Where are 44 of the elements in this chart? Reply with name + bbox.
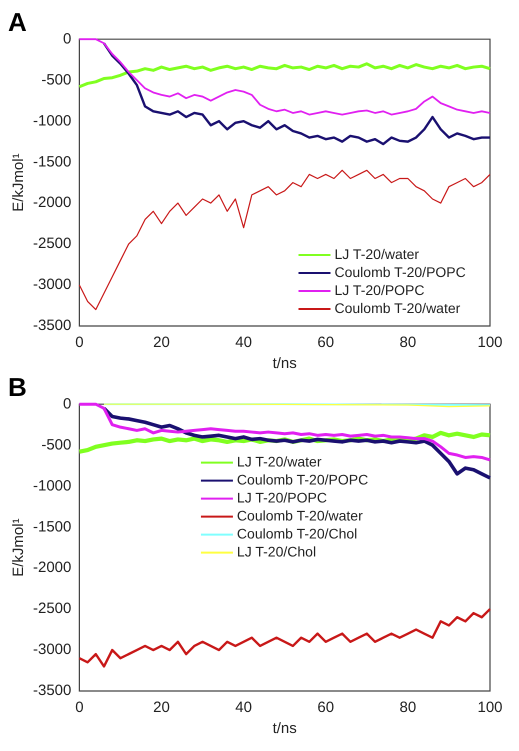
y-tick-label: -1500 (32, 518, 72, 536)
y-tick-label: 0 (63, 395, 72, 412)
y-tick-label: -3500 (32, 317, 72, 334)
x-tick-label: 0 (75, 699, 84, 716)
legend-label: Coulomb T-20/Chol (236, 525, 358, 542)
chart-title: A (8, 6, 27, 37)
y-tick-label: -500 (41, 71, 72, 88)
y-tick-label: -2500 (32, 600, 72, 618)
x-tick-label: 40 (235, 699, 252, 716)
y-tick-label: -1000 (32, 112, 72, 130)
x-tick-label: 0 (75, 334, 84, 352)
x-tick-label: 80 (400, 699, 416, 716)
legend-label: Coulomb T-20/water (236, 507, 364, 524)
y-tick-label: -3500 (32, 682, 72, 700)
y-tick-label: -1000 (32, 477, 72, 494)
x-axis-title: t/ns (272, 720, 297, 738)
chart-title: B (8, 372, 27, 402)
x-tick-label: 20 (153, 699, 170, 716)
y-tick-label: -2000 (32, 194, 72, 212)
y-tick-label: -1500 (32, 153, 72, 170)
y-axis-title: E/kJmol¹ (10, 153, 28, 212)
x-axis-title: t/ns (272, 355, 297, 372)
legend-label: LJ T-20/water (236, 453, 322, 470)
legend-label: Coulomb T-20/POPC (334, 264, 466, 280)
y-tick-label: -2000 (32, 559, 72, 576)
y-axis-title: E/kJmol¹ (10, 518, 28, 577)
legend-label: LJ T-20/water (334, 246, 420, 262)
x-tick-label: 20 (153, 334, 170, 352)
x-tick-label: 40 (235, 334, 252, 352)
x-tick-label: 60 (317, 699, 334, 716)
y-tick-label: -500 (41, 436, 72, 454)
legend-label: Coulomb T-20/POPC (236, 471, 368, 488)
x-tick-label: 80 (400, 334, 416, 352)
legend-label: Coulomb T-20/water (334, 300, 461, 316)
x-tick-label: 100 (477, 699, 503, 716)
legend-label: LJ T-20/Chol (236, 543, 316, 560)
legend-label: LJ T-20/POPC (236, 489, 327, 506)
y-tick-label: 0 (63, 30, 72, 48)
x-tick-label: 100 (477, 334, 503, 352)
x-tick-label: 60 (317, 334, 334, 352)
legend-label: LJ T-20/POPC (334, 282, 425, 298)
y-tick-label: -2500 (32, 235, 72, 252)
y-tick-label: -3000 (32, 641, 72, 658)
y-tick-label: -3000 (32, 276, 72, 294)
